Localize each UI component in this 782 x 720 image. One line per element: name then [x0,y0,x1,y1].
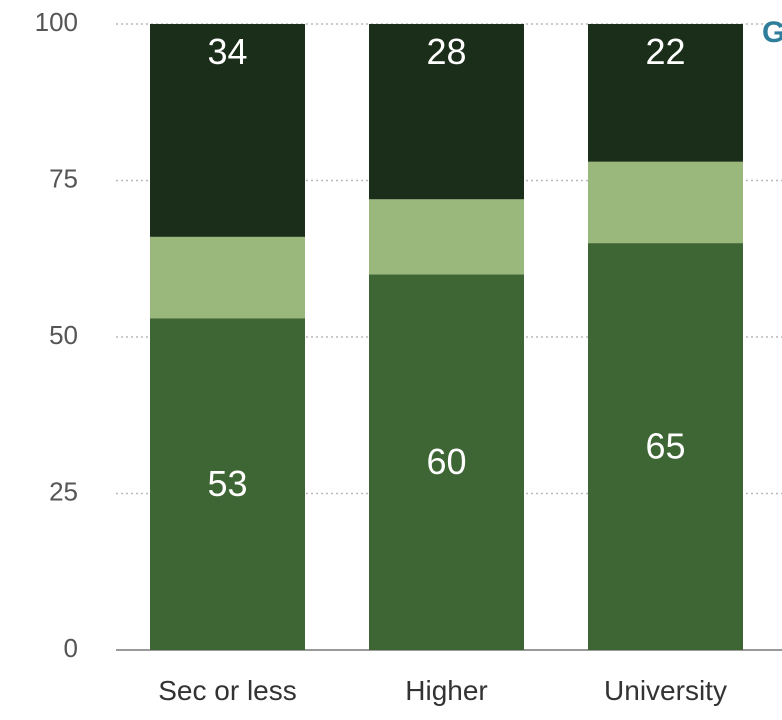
bar-segment [150,24,305,237]
bar-segment [150,318,305,650]
x-category-label: Higher [405,675,487,706]
x-category-label: University [604,675,727,706]
bar-segment [150,236,305,319]
bar-segment [588,161,743,244]
bar-segment [369,24,524,200]
y-tick-label: 0 [64,633,78,663]
y-tick-label: 50 [49,320,78,350]
bar-segment [588,24,743,162]
data-label: 22 [645,31,685,72]
bar-segment [369,199,524,275]
cut-off-legend-label: G [762,16,782,49]
data-label: 34 [207,31,247,72]
data-label: 28 [426,31,466,72]
y-tick-label: 25 [49,476,78,506]
bar-segment [369,274,524,650]
y-tick-label: 75 [49,163,78,193]
y-tick-label: 100 [35,7,78,37]
x-category-label: Sec or less [158,675,297,706]
bar-segment [588,243,743,650]
data-label: 53 [207,463,247,504]
data-label: 65 [645,426,685,467]
data-label: 60 [426,441,466,482]
